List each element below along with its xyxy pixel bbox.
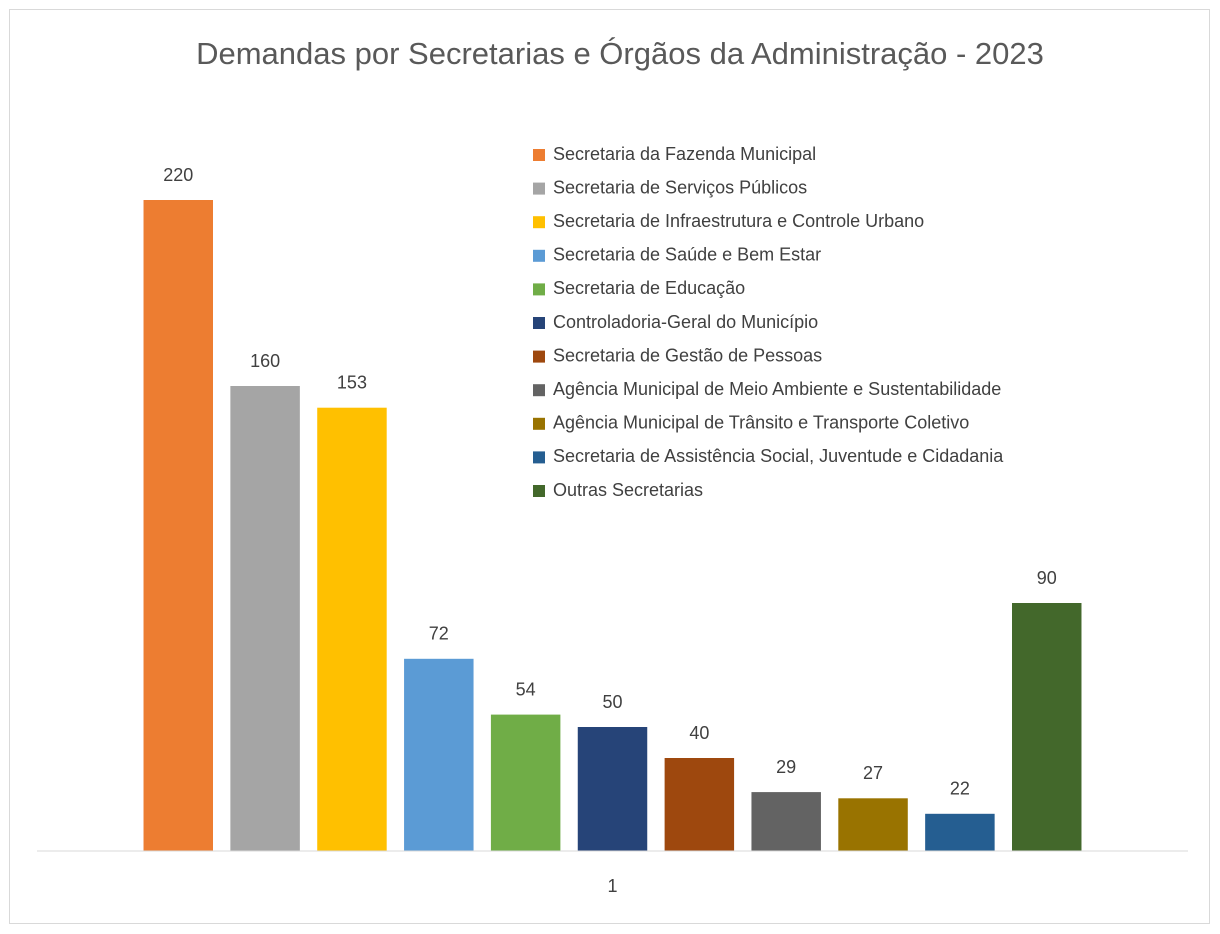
bar <box>751 792 821 851</box>
legend-label: Secretaria de Assistência Social, Juvent… <box>553 446 1004 466</box>
legend-swatch <box>533 350 545 363</box>
legend-swatch <box>533 283 545 296</box>
bar <box>143 200 213 851</box>
data-label: 54 <box>516 679 536 699</box>
legend-label: Secretaria da Fazenda Municipal <box>553 144 816 164</box>
data-label: 90 <box>1037 568 1057 588</box>
legend-label: Secretaria de Serviços Públicos <box>553 177 807 197</box>
legend-swatch <box>533 216 545 229</box>
legend-label: Outras Secretarias <box>553 480 703 500</box>
legend-swatch <box>533 451 545 464</box>
legend-label: Secretaria de Saúde e Bem Estar <box>553 245 821 265</box>
legend-swatch <box>533 317 545 329</box>
legend-label: Secretaria de Infraestrutura e Controle … <box>553 211 924 231</box>
legend-label: Controladoria-Geral do Município <box>553 312 818 332</box>
bar <box>1012 603 1082 851</box>
data-label: 29 <box>776 757 796 777</box>
legend-swatch <box>533 417 545 430</box>
bar <box>317 407 387 851</box>
bar <box>664 758 735 851</box>
legend-swatch <box>533 249 545 262</box>
data-label: 40 <box>689 723 709 743</box>
legend-swatch <box>533 149 545 161</box>
bar <box>577 727 648 851</box>
bar <box>490 714 561 851</box>
data-label: 50 <box>602 692 622 712</box>
chart-title: Demandas por Secretarias e Órgãos da Adm… <box>196 36 1044 71</box>
data-label: 160 <box>250 351 280 371</box>
bar <box>404 658 474 851</box>
data-label: 220 <box>163 165 193 185</box>
legend-label: Secretaria de Educação <box>553 278 745 298</box>
bar <box>230 386 300 851</box>
legend-label: Agência Municipal de Meio Ambiente e Sus… <box>553 379 1001 399</box>
data-label: 27 <box>863 763 883 783</box>
legend-swatch <box>533 485 545 497</box>
bar <box>925 813 995 851</box>
legend-swatch <box>533 182 545 195</box>
x-tick-label: 1 <box>607 876 617 896</box>
legend-label: Secretaria de Gestão de Pessoas <box>553 345 822 365</box>
bar <box>838 798 908 851</box>
legend-label: Agência Municipal de Trânsito e Transpor… <box>553 413 969 433</box>
data-label: 72 <box>429 624 449 644</box>
legend-swatch <box>533 384 545 397</box>
data-label: 22 <box>950 779 970 799</box>
data-label: 153 <box>337 372 367 392</box>
